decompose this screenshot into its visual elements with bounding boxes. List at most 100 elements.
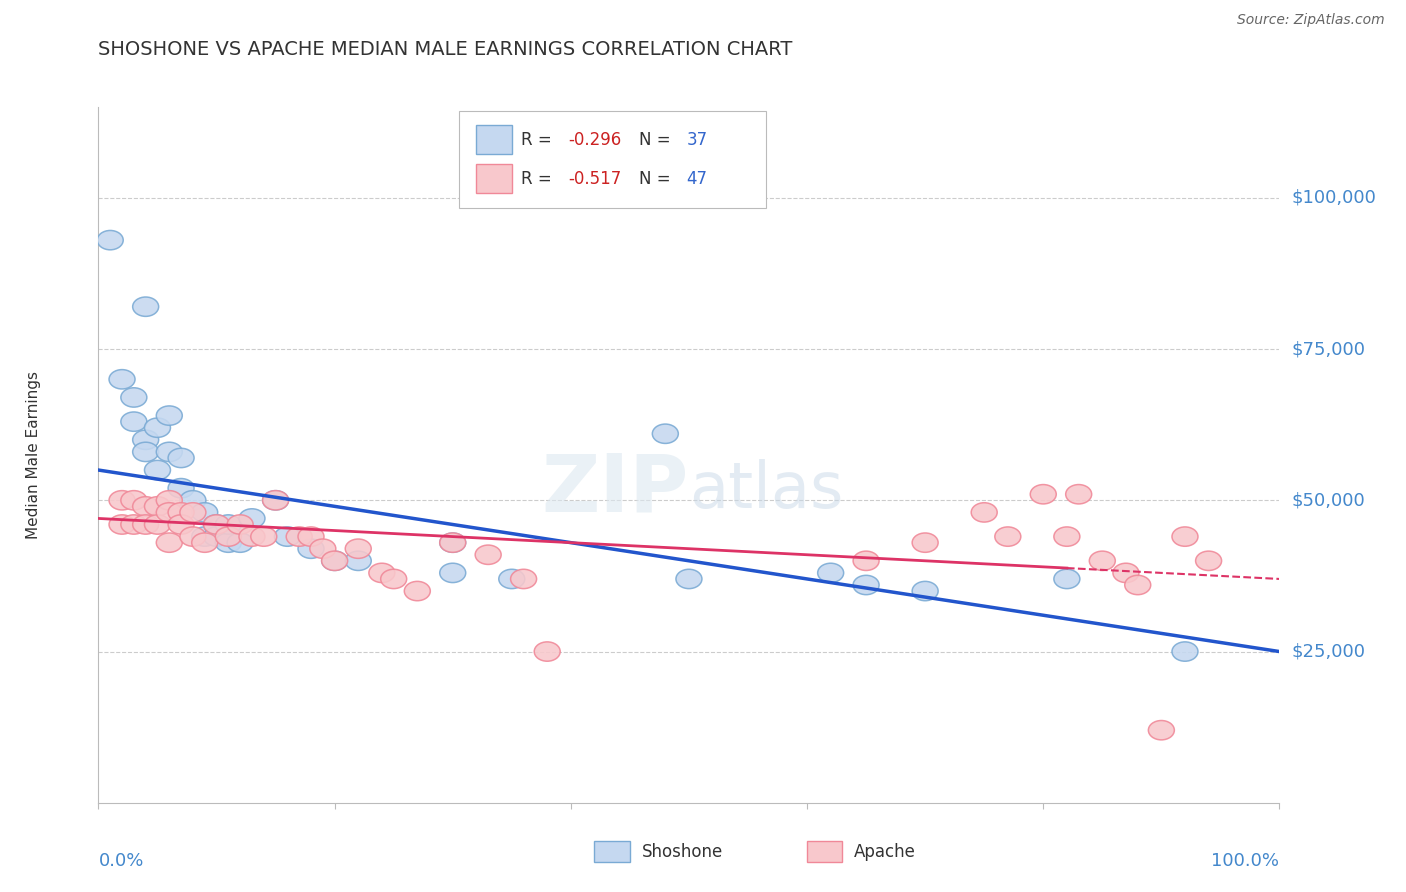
Ellipse shape	[274, 527, 301, 546]
Ellipse shape	[215, 533, 242, 552]
Text: -0.296: -0.296	[568, 131, 621, 149]
Text: Shoshone: Shoshone	[641, 843, 723, 861]
Ellipse shape	[322, 551, 347, 571]
Ellipse shape	[1054, 569, 1080, 589]
Ellipse shape	[132, 515, 159, 534]
Ellipse shape	[298, 539, 323, 558]
Ellipse shape	[287, 527, 312, 546]
Ellipse shape	[97, 230, 124, 250]
Ellipse shape	[121, 515, 146, 534]
Ellipse shape	[110, 369, 135, 389]
Ellipse shape	[204, 515, 229, 534]
Ellipse shape	[440, 563, 465, 582]
Ellipse shape	[169, 449, 194, 467]
Text: Source: ZipAtlas.com: Source: ZipAtlas.com	[1237, 13, 1385, 28]
Bar	[477, 164, 512, 194]
Ellipse shape	[132, 430, 159, 450]
Ellipse shape	[145, 515, 170, 534]
Ellipse shape	[228, 533, 253, 552]
Ellipse shape	[121, 388, 146, 407]
Bar	[477, 125, 512, 154]
Ellipse shape	[239, 527, 264, 546]
Ellipse shape	[191, 533, 218, 552]
Ellipse shape	[145, 418, 170, 437]
Text: $25,000: $25,000	[1291, 642, 1365, 661]
Text: 100.0%: 100.0%	[1212, 852, 1279, 870]
Ellipse shape	[853, 575, 879, 595]
Ellipse shape	[110, 515, 135, 534]
Ellipse shape	[405, 582, 430, 600]
Ellipse shape	[995, 527, 1021, 546]
Ellipse shape	[309, 539, 336, 558]
Ellipse shape	[381, 569, 406, 589]
Ellipse shape	[145, 497, 170, 516]
Ellipse shape	[180, 527, 205, 546]
Ellipse shape	[1173, 527, 1198, 546]
Ellipse shape	[972, 503, 997, 522]
Ellipse shape	[499, 569, 524, 589]
Ellipse shape	[652, 424, 678, 443]
Text: $75,000: $75,000	[1291, 340, 1365, 358]
Ellipse shape	[191, 503, 218, 522]
Ellipse shape	[440, 533, 465, 552]
Ellipse shape	[132, 497, 159, 516]
Ellipse shape	[912, 533, 938, 552]
Ellipse shape	[1054, 527, 1080, 546]
Text: R =: R =	[522, 169, 557, 187]
Ellipse shape	[1114, 563, 1139, 582]
Ellipse shape	[1066, 484, 1091, 504]
Ellipse shape	[818, 563, 844, 582]
Ellipse shape	[346, 539, 371, 558]
Text: $50,000: $50,000	[1291, 491, 1365, 509]
Ellipse shape	[156, 503, 183, 522]
Text: Median Male Earnings: Median Male Earnings	[25, 371, 41, 539]
Ellipse shape	[132, 442, 159, 461]
Text: ZIP: ZIP	[541, 450, 689, 529]
Text: SHOSHONE VS APACHE MEDIAN MALE EARNINGS CORRELATION CHART: SHOSHONE VS APACHE MEDIAN MALE EARNINGS …	[98, 40, 793, 59]
Text: 37: 37	[686, 131, 707, 149]
Ellipse shape	[534, 642, 560, 661]
Ellipse shape	[156, 533, 183, 552]
Ellipse shape	[191, 527, 218, 546]
Ellipse shape	[368, 563, 395, 582]
Ellipse shape	[215, 527, 242, 546]
Ellipse shape	[912, 582, 938, 600]
Ellipse shape	[250, 527, 277, 546]
Text: atlas: atlas	[689, 458, 844, 521]
Ellipse shape	[156, 491, 183, 510]
Ellipse shape	[475, 545, 501, 565]
Ellipse shape	[180, 503, 205, 522]
Ellipse shape	[156, 442, 183, 461]
Text: R =: R =	[522, 131, 557, 149]
Text: 47: 47	[686, 169, 707, 187]
Bar	[595, 841, 630, 862]
Ellipse shape	[110, 491, 135, 510]
Text: N =: N =	[640, 131, 676, 149]
Ellipse shape	[121, 412, 146, 432]
Ellipse shape	[1195, 551, 1222, 571]
Ellipse shape	[215, 515, 242, 534]
Text: N =: N =	[640, 169, 676, 187]
Ellipse shape	[156, 406, 183, 425]
Bar	[807, 841, 842, 862]
Ellipse shape	[440, 533, 465, 552]
Ellipse shape	[169, 478, 194, 498]
Ellipse shape	[145, 460, 170, 480]
Ellipse shape	[322, 551, 347, 571]
Ellipse shape	[263, 491, 288, 510]
Ellipse shape	[1031, 484, 1056, 504]
Ellipse shape	[510, 569, 537, 589]
Ellipse shape	[1173, 642, 1198, 661]
Ellipse shape	[204, 515, 229, 534]
Ellipse shape	[676, 569, 702, 589]
Text: Apache: Apache	[855, 843, 917, 861]
Text: 0.0%: 0.0%	[98, 852, 143, 870]
Ellipse shape	[132, 297, 159, 317]
Ellipse shape	[204, 527, 229, 546]
Ellipse shape	[169, 515, 194, 534]
Ellipse shape	[298, 527, 323, 546]
Text: -0.517: -0.517	[568, 169, 621, 187]
Ellipse shape	[853, 551, 879, 571]
Ellipse shape	[1149, 721, 1174, 739]
Ellipse shape	[1125, 575, 1150, 595]
